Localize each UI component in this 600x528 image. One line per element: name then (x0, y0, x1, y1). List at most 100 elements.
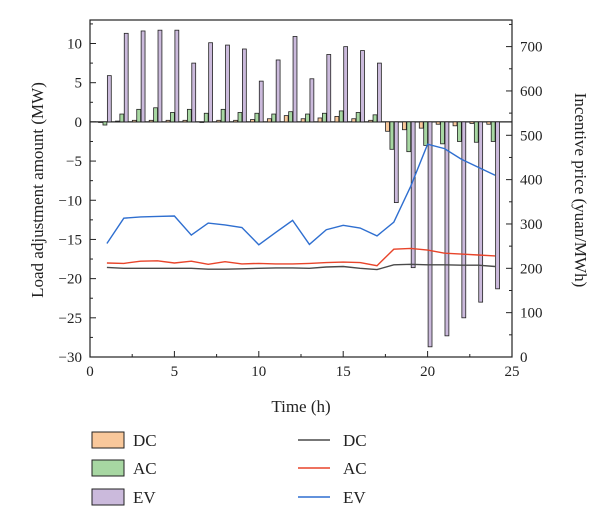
bar-dc-14 (317, 117, 323, 123)
y-left-tick-label: −5 (66, 154, 82, 170)
legend-label-bar-ev: EV (133, 488, 156, 507)
bar-dc-4 (148, 119, 154, 123)
x-tick-label: 0 (86, 364, 94, 380)
bar-dc-3 (131, 119, 137, 123)
bar-ev-19 (410, 121, 416, 269)
bar-ac-11 (271, 113, 277, 123)
y-axis-right-label: Incentive price (yuan/MWh) (571, 93, 590, 287)
y-right-tick-label: 100 (520, 306, 543, 322)
bar-dc-23 (469, 121, 475, 124)
bar-dc-6 (182, 119, 188, 123)
bar-dc-2 (115, 120, 120, 123)
bar-dc-1 (98, 121, 103, 123)
bar-ev-12 (292, 36, 298, 123)
y-right-tick-label: 600 (520, 84, 543, 100)
bar-ev-7 (208, 42, 213, 123)
bar-ev-16 (360, 50, 365, 123)
bar-ev-20 (427, 121, 433, 348)
bar-ac-3 (136, 108, 142, 123)
x-tick-label: 20 (420, 364, 435, 380)
legend-swatch-bar-dc (91, 431, 125, 449)
legend-swatch-bar-ac (91, 459, 125, 477)
bar-dc-9 (233, 119, 238, 123)
bar-ev-5 (174, 29, 180, 123)
bar-ac-14 (322, 112, 327, 123)
bar-ac-15 (338, 110, 344, 123)
bar-ac-20 (423, 121, 429, 146)
bar-ac-8 (220, 108, 226, 123)
bar-ac-2 (119, 113, 125, 123)
bar-ac-18 (389, 121, 395, 150)
legend-swatch-bar-ev (91, 488, 125, 506)
x-tick-label: 25 (505, 364, 520, 380)
bar-ac-4 (153, 107, 158, 123)
bar-dc-12 (283, 115, 289, 123)
bar-dc-17 (368, 119, 373, 123)
legend-label-line-dc: DC (343, 431, 367, 450)
bar-ev-23 (478, 121, 484, 303)
y-right-tick-label: 0 (520, 350, 528, 366)
y-left-tick-label: 5 (75, 76, 83, 92)
bar-ev-17 (377, 62, 382, 123)
bar-ac-10 (254, 112, 260, 123)
bar-dc-8 (216, 119, 222, 123)
y-left-tick-label: −30 (59, 350, 82, 366)
bar-ac-24 (490, 121, 496, 142)
legend-label-bar-ac: AC (133, 459, 157, 478)
y-left-tick-label: −20 (59, 272, 82, 288)
bar-ac-5 (170, 112, 175, 123)
bar-ac-1 (102, 121, 108, 126)
bar-dc-24 (486, 121, 492, 125)
y-right-tick-label: 300 (520, 217, 543, 233)
bar-ev-1 (106, 75, 112, 123)
line-ev (106, 143, 496, 246)
y-right-tick-label: 400 (520, 173, 543, 189)
x-tick-label: 10 (251, 364, 266, 380)
bar-dc-10 (250, 119, 255, 123)
bar-ev-21 (444, 121, 450, 337)
bar-ev-4 (157, 29, 163, 123)
bar-dc-15 (334, 115, 340, 123)
bar-dc-21 (435, 121, 441, 125)
bar-dc-22 (452, 121, 458, 127)
bar-ev-9 (242, 48, 247, 123)
bar-ev-11 (275, 59, 281, 123)
bar-dc-5 (165, 119, 171, 123)
y-right-tick-label: 200 (520, 261, 543, 277)
bar-ac-23 (473, 121, 479, 143)
bar-ac-19 (406, 121, 412, 153)
x-axis-label: Time (h) (271, 397, 330, 416)
bar-ac-21 (440, 121, 445, 145)
bar-ev-10 (258, 80, 264, 123)
bar-ac-12 (288, 111, 293, 123)
x-tick-label: 15 (336, 364, 351, 380)
legend-label-line-ev: EV (343, 488, 366, 507)
bar-ev-22 (461, 121, 467, 319)
bar-dc-20 (418, 121, 424, 129)
y-right-tick-label: 700 (520, 40, 543, 56)
bar-ev-24 (495, 121, 500, 290)
bar-dc-16 (351, 118, 357, 123)
line-dc (106, 263, 496, 271)
bar-dc-18 (385, 121, 390, 132)
bar-ev-14 (326, 54, 332, 123)
bar-ev-2 (123, 32, 129, 123)
x-tick-label: 5 (171, 364, 179, 380)
bar-dc-19 (402, 121, 407, 131)
bar-ac-22 (457, 121, 462, 142)
bar-dc-13 (300, 118, 306, 123)
bar-ev-3 (140, 30, 146, 123)
bar-ac-17 (372, 114, 378, 123)
y-left-tick-label: −25 (59, 311, 82, 327)
bar-dc-11 (266, 118, 272, 123)
legend-label-bar-dc: DC (133, 431, 157, 450)
bar-ev-18 (393, 121, 399, 204)
y-axis-left-label: Load adjustment amount (MW) (28, 82, 47, 298)
y-left-tick-label: −10 (59, 193, 82, 209)
bar-dc-7 (199, 121, 205, 123)
y-left-tick-label: 10 (67, 37, 82, 53)
bar-ac-6 (186, 108, 192, 123)
y-left-tick-label: 0 (75, 115, 83, 131)
plot-area: 0 5 10 15 20 25−30−25−20−15−10−50510010020030… (59, 19, 543, 380)
